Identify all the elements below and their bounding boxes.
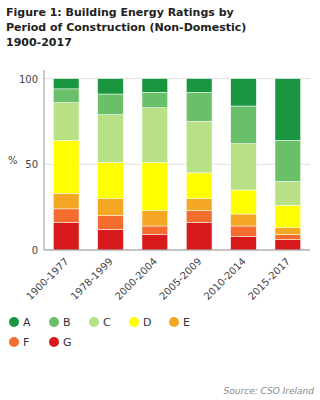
x-tick-label: 1900-1977: [24, 256, 70, 302]
legend-swatch: [9, 337, 19, 347]
bar-segment: [275, 79, 301, 141]
legend-label: G: [63, 336, 72, 349]
bar-segment: [142, 108, 168, 163]
legend-label: A: [23, 316, 31, 329]
bar-segment: [275, 205, 301, 227]
chart: Figure 1: Building Energy Ratings by Peri…: [0, 0, 320, 400]
y-tick-label: 50: [25, 159, 38, 170]
bar-segment: [53, 193, 79, 208]
legend: A B C D E F G: [9, 316, 190, 349]
bar-segment: [98, 216, 124, 230]
bar-segment: [231, 214, 257, 226]
legend-swatch: [9, 317, 19, 327]
legend-swatch: [129, 317, 139, 327]
bar-segment: [186, 199, 212, 211]
y-tick-label: 0: [32, 245, 38, 256]
x-tick-label: 2000-2004: [113, 256, 159, 302]
title-line: 1900-2017: [6, 36, 72, 49]
legend-label: D: [143, 316, 151, 329]
bar-segment: [186, 223, 212, 250]
bar-segment: [98, 79, 124, 94]
bar-segment: [53, 89, 79, 103]
legend-swatch: [49, 317, 59, 327]
bar-segment: [53, 103, 79, 141]
legend-label: C: [103, 316, 111, 329]
bar-segment: [186, 92, 212, 121]
bar-segment: [231, 226, 257, 236]
bar-segment: [98, 199, 124, 216]
bar-segment: [275, 240, 301, 250]
legend-swatch: [49, 337, 59, 347]
bar-segment: [98, 229, 124, 250]
bar-segment: [98, 115, 124, 163]
bar-segment: [142, 79, 168, 93]
bar-segment: [186, 173, 212, 199]
y-tick-label: 100: [19, 74, 38, 85]
bar-segment: [53, 209, 79, 223]
y-axis: [44, 70, 45, 250]
x-tick-label: 1978-1999: [69, 256, 115, 302]
x-axis: [44, 250, 310, 251]
bar-segment: [98, 94, 124, 115]
legend-label: F: [23, 336, 29, 349]
bar-segment: [142, 211, 168, 226]
title-line: Figure 1: Building Energy Ratings by: [6, 6, 234, 19]
bar-segment: [275, 181, 301, 205]
legend-label: E: [183, 316, 190, 329]
bar-segment: [98, 163, 124, 199]
bar-segment: [231, 106, 257, 144]
grid-line: [44, 78, 310, 79]
x-tick-label: 2015-2017: [246, 256, 292, 302]
grid-line: [44, 164, 310, 165]
bar-segment: [53, 140, 79, 193]
legend-label: B: [63, 316, 71, 329]
y-axis-label: %: [8, 155, 18, 166]
legend-swatch: [169, 317, 179, 327]
title: Figure 1: Building Energy Ratings by Peri…: [6, 6, 246, 49]
bar-segment: [142, 163, 168, 211]
bar-segment: [231, 190, 257, 214]
bar-segment: [142, 235, 168, 250]
bar-segment: [186, 121, 212, 172]
bars: [53, 79, 300, 250]
bar-segment: [275, 228, 301, 235]
bar-segment: [275, 140, 301, 181]
title-line: Period of Construction (Non-Domestic): [6, 21, 246, 34]
bar-segment: [142, 92, 168, 107]
bar-segment: [231, 79, 257, 106]
bar-segment: [186, 211, 212, 223]
grid: [44, 79, 310, 250]
bar-segment: [186, 79, 212, 93]
grid-line: [44, 250, 310, 251]
bar-segment: [275, 235, 301, 240]
x-tick-label: 2010-2014: [202, 256, 248, 302]
legend-swatch: [89, 317, 99, 327]
annotation: Source: CSO Ireland: [224, 386, 315, 396]
bar-segment: [142, 226, 168, 235]
bar-segment: [231, 144, 257, 190]
x-tick-label: 2005-2009: [157, 256, 203, 302]
bar-segment: [53, 79, 79, 89]
bar-segment: [53, 223, 79, 250]
bar-segment: [231, 236, 257, 250]
